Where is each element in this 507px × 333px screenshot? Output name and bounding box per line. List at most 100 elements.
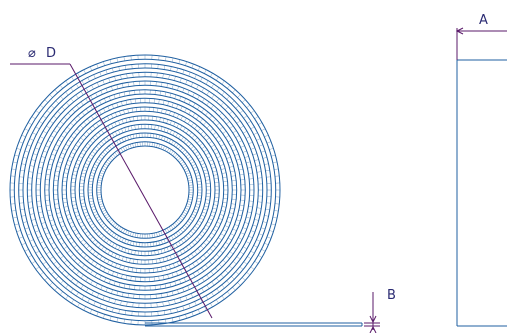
coil-hatch xyxy=(162,301,164,307)
coil-hatch xyxy=(201,267,205,272)
coil-hatch xyxy=(60,242,65,245)
coil-hatch xyxy=(182,69,185,75)
coil-hatch xyxy=(86,131,90,135)
coil-hatch xyxy=(50,242,55,245)
coil-hatch xyxy=(97,196,102,198)
coil-hatch xyxy=(47,237,52,240)
coil-hatch xyxy=(129,231,132,237)
coil-hatch xyxy=(158,240,161,246)
coil-hatch xyxy=(245,136,250,139)
coil-hatch xyxy=(100,90,103,95)
coil-hatch xyxy=(79,182,85,184)
coil-hatch xyxy=(21,215,26,217)
coil-hatch xyxy=(172,244,176,249)
coil-hatch xyxy=(97,179,103,182)
coil-hatch xyxy=(232,228,237,232)
coil-hatch xyxy=(122,229,126,234)
coil-hatch xyxy=(112,222,116,227)
coil-hatch xyxy=(196,140,201,144)
coil-hatch xyxy=(111,143,115,148)
coil-hatch xyxy=(239,204,245,206)
coil-hatch xyxy=(101,167,106,171)
coil-hatch xyxy=(175,132,179,138)
coil-hatch xyxy=(71,181,76,183)
coil-hatch xyxy=(271,154,276,157)
coil-hatch xyxy=(228,216,233,219)
coil-hatch xyxy=(134,250,136,255)
coil-hatch xyxy=(70,277,74,282)
coil-hatch xyxy=(91,85,94,90)
coil-hatch xyxy=(92,211,98,214)
coil-hatch xyxy=(159,117,161,122)
coil-hatch xyxy=(131,249,133,255)
coil-hatch xyxy=(261,249,266,252)
coil-hatch xyxy=(215,76,219,81)
coil-hatch xyxy=(111,86,113,91)
coil-hatch xyxy=(136,107,138,112)
coil-hatch xyxy=(237,94,241,98)
coil-hatch xyxy=(187,255,191,260)
coil-hatch xyxy=(80,239,85,243)
coil-hatch xyxy=(229,166,234,168)
coil-hatch xyxy=(192,102,196,108)
coil-hatch xyxy=(180,115,183,121)
coil-hatch xyxy=(250,110,255,114)
coil-hatch xyxy=(75,232,80,236)
coil-hatch xyxy=(65,295,69,300)
coil-hatch xyxy=(78,156,83,159)
coil-hatch xyxy=(253,245,258,248)
coil-hatch xyxy=(202,166,207,169)
coil-hatch xyxy=(179,297,182,302)
coil-hatch xyxy=(83,166,88,169)
coil-hatch xyxy=(169,129,172,135)
coil-hatch xyxy=(76,248,81,252)
coil-hatch xyxy=(227,139,233,143)
coil-hatch xyxy=(59,156,64,159)
coil-hatch xyxy=(63,246,68,250)
coil-hatch xyxy=(223,181,228,183)
coil-hatch xyxy=(135,241,138,247)
coil-hatch xyxy=(80,91,84,96)
coil-hatch xyxy=(230,233,235,236)
coil-hatch xyxy=(219,164,224,166)
coil-hatch xyxy=(14,223,19,226)
coil-hatch xyxy=(94,272,98,278)
coil-hatch xyxy=(195,174,201,177)
coil-hatch xyxy=(83,211,88,214)
coil-hatch xyxy=(210,163,215,166)
coil-hatch xyxy=(107,115,110,121)
coil-hatch xyxy=(159,284,161,290)
coil-hatch xyxy=(83,69,86,74)
coil-hatch xyxy=(238,237,243,240)
coil-hatch xyxy=(249,200,254,202)
coil-hatch xyxy=(39,161,44,164)
coil-hatch xyxy=(133,81,135,86)
coil-hatch xyxy=(256,171,262,173)
coil-hatch xyxy=(182,305,185,311)
coil-hatch xyxy=(199,217,204,221)
coil-hatch xyxy=(176,123,179,128)
coil-hatch xyxy=(98,244,102,248)
coil-hatch xyxy=(244,156,249,158)
coil-hatch xyxy=(165,56,167,61)
coil-hatch xyxy=(87,257,91,262)
coil-hatch xyxy=(197,183,202,185)
coil-hatch xyxy=(108,157,113,161)
coil-hatch xyxy=(96,82,100,87)
coil-hatch xyxy=(135,98,137,104)
coil-hatch xyxy=(129,143,132,149)
coil-hatch xyxy=(118,226,122,231)
coil-hatch xyxy=(95,122,100,127)
coil-hatch xyxy=(183,225,188,229)
coil-hatch xyxy=(81,295,85,300)
coil-hatch xyxy=(116,84,119,89)
coil-hatch xyxy=(38,211,43,213)
coil-hatch xyxy=(53,261,58,265)
coil-hatch xyxy=(194,225,199,229)
coil-hatch xyxy=(113,281,116,286)
coil-hatch xyxy=(229,111,233,115)
width-dimension xyxy=(455,27,507,60)
coil-hatch xyxy=(163,136,166,141)
coil-hatch xyxy=(186,172,191,175)
coil-hatch xyxy=(187,198,193,201)
